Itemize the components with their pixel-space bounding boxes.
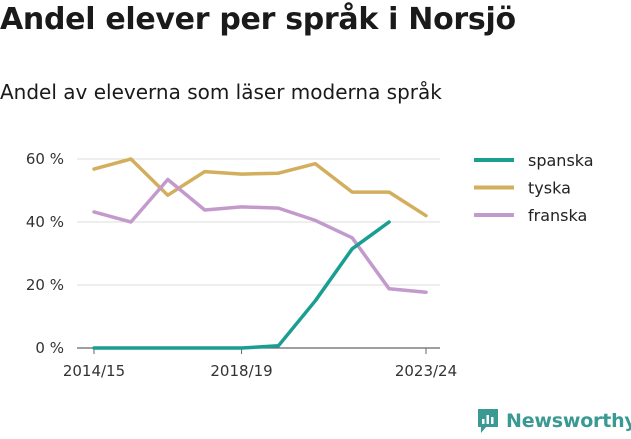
- y-axis-ticks: 0 % 20 % 40 % 60 %: [26, 150, 64, 357]
- x-tick-label: 2023/24: [395, 362, 457, 380]
- x-tick-label: 2018/19: [210, 362, 272, 380]
- y-tick-label: 20 %: [26, 276, 64, 294]
- y-tick-label: 60 %: [26, 150, 64, 168]
- series-line-franska: [92, 177, 428, 294]
- legend-label-tyska: tyska: [528, 179, 571, 198]
- series-line-spanska: [92, 220, 391, 350]
- series-line-tyska: [92, 157, 428, 218]
- x-axis: 2014/15 2018/19 2023/24: [63, 348, 457, 380]
- brand-name: Newsworthy: [506, 410, 631, 432]
- x-tick-label: 2014/15: [63, 362, 125, 380]
- bar-chart-logo-icon: [478, 409, 498, 433]
- chart-title: Andel elever per språk i Norsjö: [0, 2, 516, 37]
- brand-logo: Newsworthy: [476, 407, 631, 435]
- chart-subtitle: Andel av eleverna som läser moderna språ…: [0, 80, 442, 104]
- series-lines: [92, 157, 428, 350]
- legend-label-franska: franska: [528, 206, 587, 225]
- legend: spanska tyska franska: [474, 151, 594, 225]
- y-tick-label: 40 %: [26, 213, 64, 231]
- grid-lines: [77, 158, 440, 349]
- legend-label-spanska: spanska: [528, 151, 594, 170]
- y-tick-label: 0 %: [35, 339, 64, 357]
